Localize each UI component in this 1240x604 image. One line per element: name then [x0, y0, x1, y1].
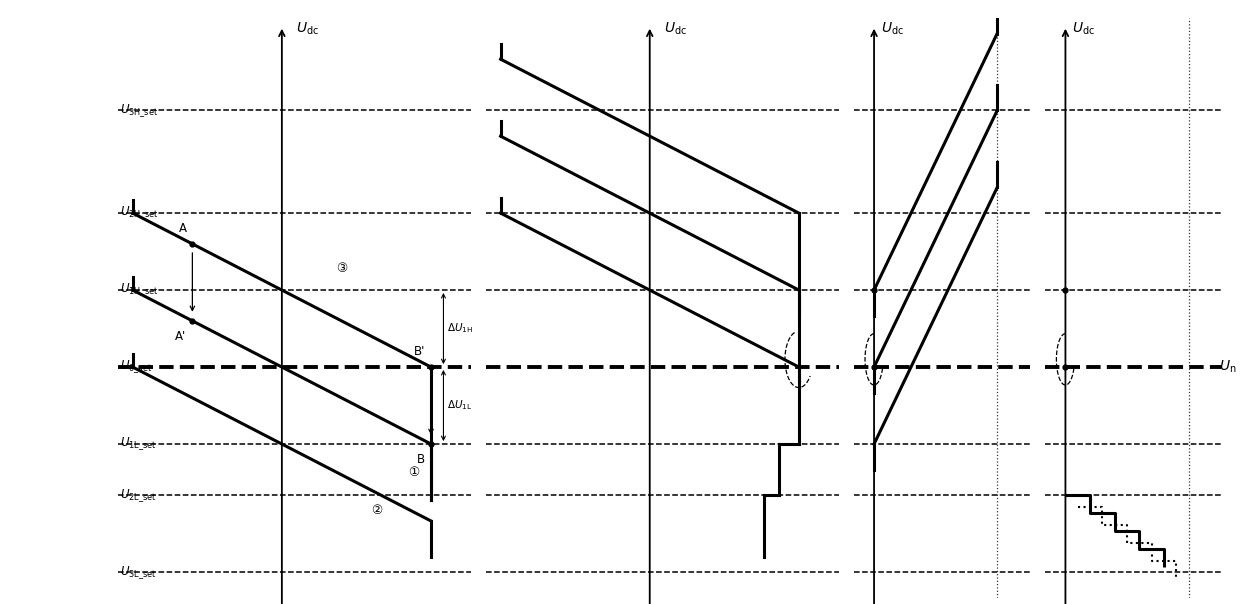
Text: $\Delta U_{\rm 1L}$: $\Delta U_{\rm 1L}$: [448, 399, 472, 413]
Text: $U_{\rm 2H\_set}$: $U_{\rm 2H\_set}$: [120, 205, 159, 222]
Text: $U_{\rm 3H\_set}$: $U_{\rm 3H\_set}$: [120, 102, 159, 119]
Text: $U_{\rm 1L\_set}$: $U_{\rm 1L\_set}$: [120, 435, 157, 452]
Text: $U_{\rm dc}$: $U_{\rm dc}$: [296, 21, 319, 37]
Text: B: B: [417, 453, 425, 466]
Text: ②: ②: [371, 504, 382, 517]
Text: $U_{\rm 3L\_set}$: $U_{\rm 3L\_set}$: [120, 564, 157, 580]
Text: $U_{\rm n}$: $U_{\rm n}$: [1219, 359, 1236, 375]
Text: $U_{\rm dc}$: $U_{\rm dc}$: [882, 21, 904, 37]
Text: $U_{\rm 2L\_set}$: $U_{\rm 2L\_set}$: [120, 487, 157, 504]
Text: $U_{\rm dc}$: $U_{\rm dc}$: [663, 21, 687, 37]
Text: ①: ①: [408, 466, 419, 479]
Text: ③: ③: [336, 262, 347, 275]
Text: $U_{\rm dc}$: $U_{\rm dc}$: [1073, 21, 1095, 37]
Text: $\Delta U_{\rm 1H}$: $\Delta U_{\rm 1H}$: [448, 322, 474, 335]
Text: A: A: [179, 222, 186, 235]
Text: $U_{\rm 0\_set}$: $U_{\rm 0\_set}$: [120, 359, 153, 376]
Text: A': A': [175, 330, 186, 343]
Text: B': B': [414, 345, 425, 358]
Text: $U_{\rm 1H\_set}$: $U_{\rm 1H\_set}$: [120, 281, 159, 298]
